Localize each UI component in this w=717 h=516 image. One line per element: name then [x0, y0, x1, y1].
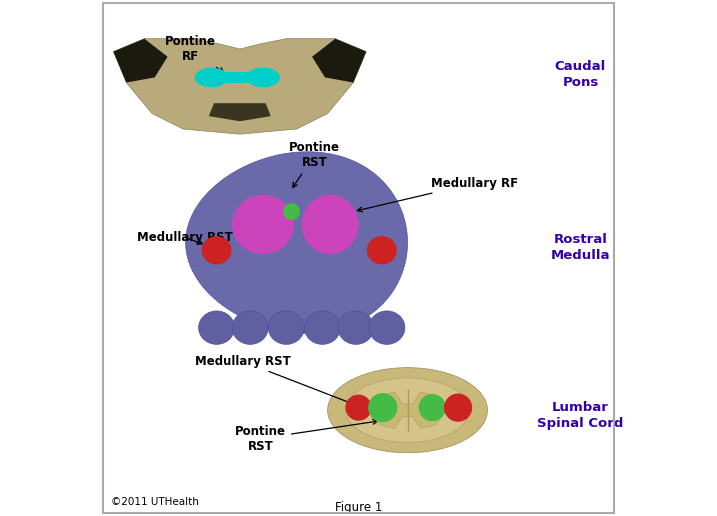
Ellipse shape — [346, 378, 470, 443]
Circle shape — [445, 394, 472, 421]
Ellipse shape — [369, 311, 405, 345]
Polygon shape — [113, 39, 366, 134]
Text: Figure 1: Figure 1 — [335, 501, 382, 514]
Text: Medullary RST: Medullary RST — [194, 354, 352, 404]
Text: Lumbar
Spinal Cord: Lumbar Spinal Cord — [537, 401, 624, 430]
Text: Medullary RF: Medullary RF — [357, 176, 518, 212]
Text: Medullary RST: Medullary RST — [137, 231, 232, 245]
Text: Rostral
Medulla: Rostral Medulla — [551, 233, 610, 262]
Circle shape — [419, 395, 445, 421]
Text: ©2011 UTHealth: ©2011 UTHealth — [111, 496, 199, 507]
Ellipse shape — [232, 311, 268, 345]
Text: Pontine
RST: Pontine RST — [235, 420, 378, 453]
Polygon shape — [113, 39, 168, 83]
Ellipse shape — [328, 367, 488, 453]
Ellipse shape — [201, 236, 232, 264]
Text: Caudal
Pons: Caudal Pons — [555, 60, 606, 89]
Polygon shape — [312, 39, 366, 83]
Circle shape — [284, 204, 299, 219]
Ellipse shape — [367, 236, 397, 264]
Polygon shape — [186, 152, 407, 333]
Ellipse shape — [246, 68, 280, 87]
Ellipse shape — [338, 311, 374, 345]
Ellipse shape — [304, 311, 341, 345]
Circle shape — [346, 395, 371, 420]
Ellipse shape — [268, 311, 304, 345]
Polygon shape — [209, 103, 271, 121]
Ellipse shape — [195, 68, 228, 87]
FancyBboxPatch shape — [226, 72, 249, 83]
Text: Pontine
RST: Pontine RST — [289, 141, 340, 187]
Text: Pontine
RF: Pontine RF — [166, 35, 224, 72]
Ellipse shape — [232, 195, 294, 254]
Polygon shape — [372, 392, 442, 428]
Circle shape — [369, 394, 397, 422]
Ellipse shape — [199, 311, 234, 345]
Ellipse shape — [302, 195, 358, 254]
